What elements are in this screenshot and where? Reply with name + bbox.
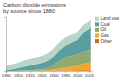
- chart-container: 18801900192019401960198020002020 Land use…: [0, 0, 120, 80]
- x-tick-label: 1940: [37, 73, 47, 78]
- x-tick-label: 1960: [49, 73, 59, 78]
- legend: Land useCoalOilGasOther: [95, 16, 120, 43]
- y-axis: [4, 17, 7, 71]
- x-tick: 1920: [26, 71, 36, 78]
- legend-swatch: [95, 28, 99, 32]
- legend-label: Oil: [100, 27, 106, 32]
- legend-label: Gas: [100, 33, 109, 38]
- legend-item: Coal: [95, 22, 110, 27]
- x-tick: 1880: [2, 71, 12, 78]
- x-tick: 2000: [73, 71, 83, 78]
- x-tick: 2020: [85, 71, 95, 78]
- x-tick-label: 1920: [26, 73, 36, 78]
- x-tick: 1960: [49, 71, 59, 78]
- legend-swatch: [95, 39, 99, 43]
- area: [6, 20, 91, 70]
- x-tick-label: 1880: [2, 73, 12, 78]
- legend-item: Other: [95, 39, 112, 44]
- legend-swatch: [95, 22, 99, 26]
- x-tick-label: 1980: [61, 73, 71, 78]
- legend-swatch: [95, 34, 99, 38]
- legend-item: Oil: [95, 27, 106, 32]
- x-tick: 1940: [37, 71, 47, 78]
- title-line: by source since 1880: [3, 8, 55, 14]
- legend-item: Land use: [95, 16, 120, 21]
- legend-item: Gas: [95, 33, 110, 38]
- title: Carbon dioxide emissionsby source since …: [3, 2, 66, 14]
- legend-label: Other: [100, 39, 112, 44]
- x-tick: 1900: [14, 71, 24, 78]
- plot-area: [6, 20, 91, 71]
- title-line: Carbon dioxide emissions: [3, 2, 66, 8]
- x-tick: 1980: [61, 71, 71, 78]
- chart-svg: 18801900192019401960198020002020 Land use…: [0, 0, 120, 80]
- legend-label: Coal: [100, 22, 109, 27]
- x-tick-label: 2000: [73, 73, 83, 78]
- legend-swatch: [95, 17, 99, 21]
- x-axis: 18801900192019401960198020002020: [2, 71, 95, 78]
- y-axis-line: [4, 17, 7, 71]
- x-tick-label: 1900: [14, 73, 24, 78]
- x-tick-label: 2020: [85, 73, 95, 78]
- legend-label: Land use: [100, 16, 119, 21]
